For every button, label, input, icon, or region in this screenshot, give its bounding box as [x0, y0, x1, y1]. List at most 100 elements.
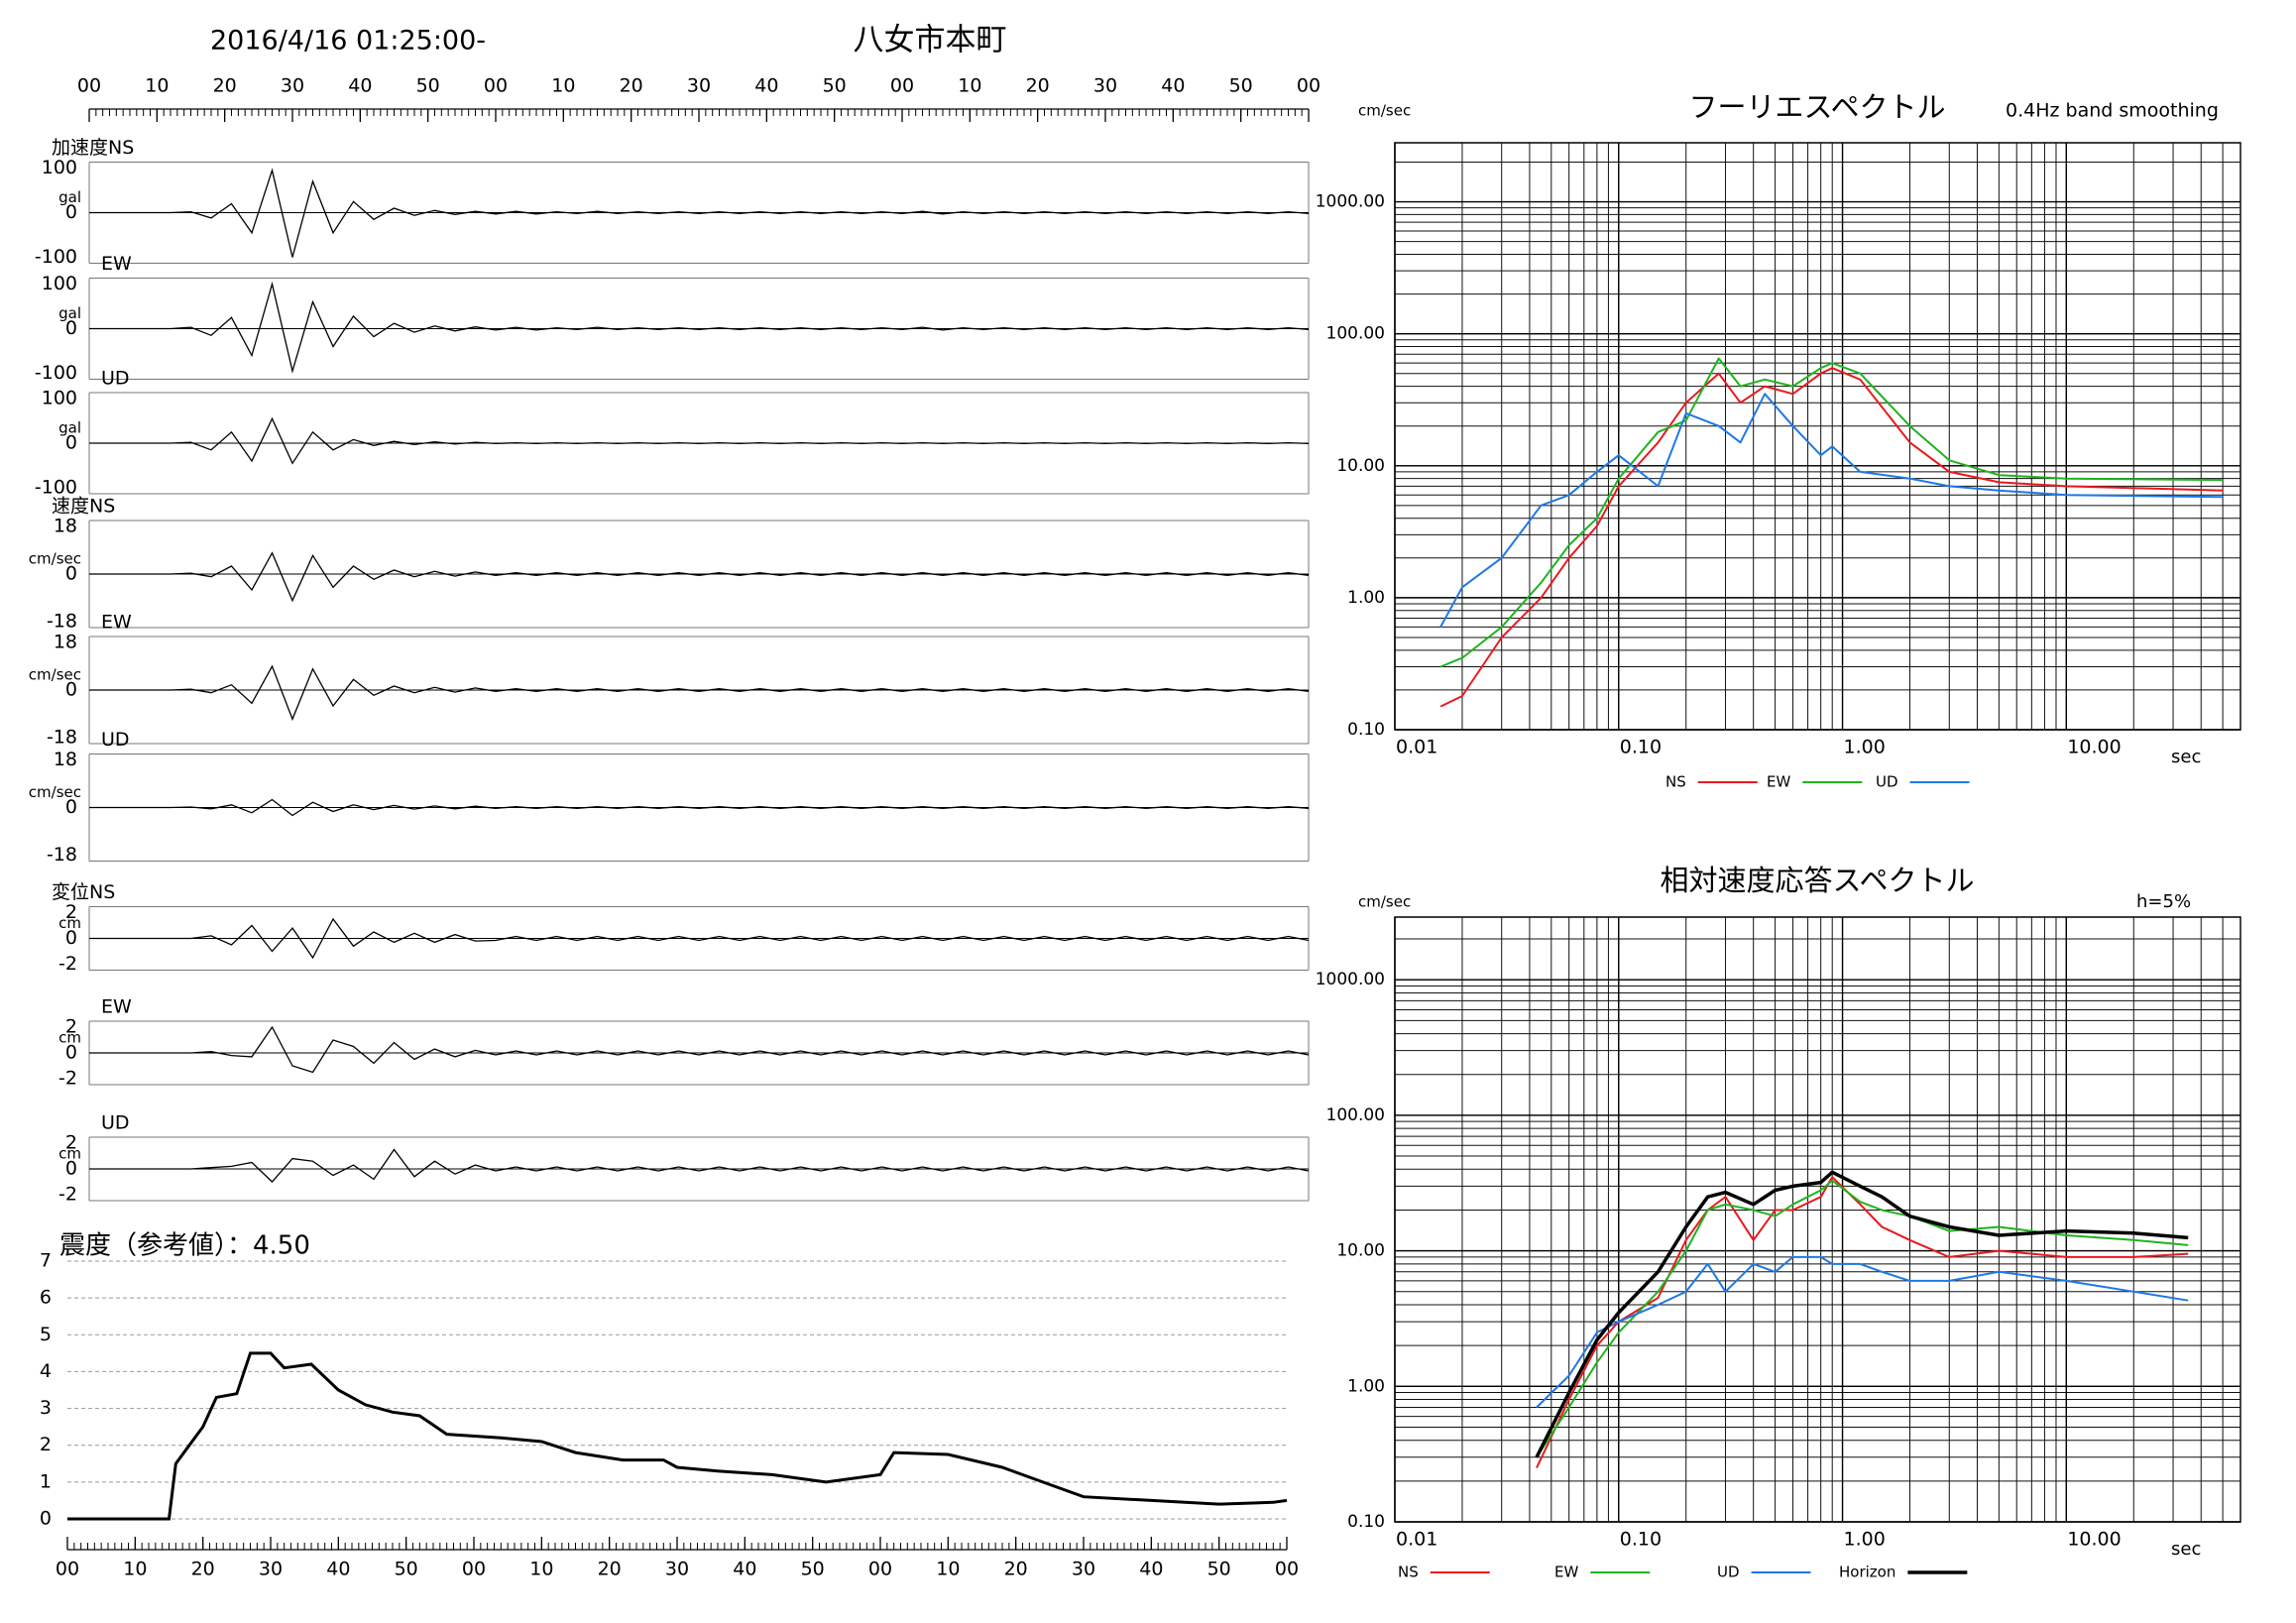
unit-label: gal — [58, 304, 81, 322]
chart-title: フーリエスペクトル — [1689, 90, 1946, 124]
y-tick-label: -2 — [58, 1068, 77, 1090]
y-tick-label: 1.00 — [1347, 1376, 1385, 1396]
x-tick-label: 10 — [145, 75, 169, 97]
y-tick-label: 0.10 — [1347, 720, 1385, 740]
panel-title: UD — [101, 1112, 130, 1134]
legend-label: UD — [1717, 1564, 1740, 1581]
x-tick-label: 10 — [936, 1559, 960, 1580]
chart-subtitle: 0.4Hz band smoothing — [2006, 100, 2219, 122]
panel-frame — [88, 1136, 1310, 1202]
spectrum-line — [1536, 1176, 2189, 1469]
x-tick-label: 30 — [665, 1559, 689, 1580]
y-tick-label: 100 — [42, 157, 77, 178]
plot-frame — [1394, 916, 2241, 1523]
y-tick-label: 2 — [40, 1434, 52, 1455]
y-tick-label: -18 — [47, 844, 77, 866]
x-tick-label: 00 — [484, 75, 508, 97]
y-axis-unit: cm/sec — [1358, 893, 1411, 911]
y-tick-label: 0 — [65, 679, 77, 701]
x-axis-label: sec — [2171, 1539, 2201, 1560]
waveform-trace — [89, 798, 1310, 817]
y-tick-label: 1 — [40, 1470, 52, 1492]
y-tick-label: 10.00 — [1336, 456, 1385, 476]
y-tick-label: 0 — [65, 317, 77, 339]
legend-label: NS — [1665, 773, 1686, 791]
legend-label: NS — [1398, 1564, 1419, 1581]
x-tick-label: 00 — [77, 75, 101, 97]
x-tick-label: 1.00 — [1844, 737, 1886, 758]
station-title: 八女市本町 — [854, 23, 1007, 58]
y-tick-label: 18 — [54, 516, 77, 537]
intensity-line — [67, 1351, 1288, 1521]
x-tick-label: 20 — [598, 1559, 622, 1580]
y-tick-label: 3 — [40, 1397, 52, 1419]
x-tick-label: 20 — [1004, 1559, 1028, 1580]
y-tick-label: 1.00 — [1347, 588, 1385, 608]
panel-frame — [88, 636, 1310, 745]
y-tick-label: 5 — [40, 1324, 52, 1345]
plot-frame — [1394, 142, 2241, 731]
spectrum-line — [1439, 367, 2224, 708]
y-tick-label: 6 — [40, 1287, 52, 1309]
waveform-trace — [89, 168, 1310, 258]
x-tick-label: 20 — [620, 75, 643, 97]
unit-label: cm — [58, 914, 81, 932]
unit-label: cm — [58, 1029, 81, 1047]
x-tick-label: 30 — [281, 75, 304, 97]
x-tick-label: 20 — [213, 75, 237, 97]
y-tick-label: 0 — [65, 1158, 77, 1180]
y-tick-label: 100 — [42, 388, 77, 409]
y-tick-label: -18 — [47, 727, 77, 749]
x-tick-label: 00 — [868, 1559, 892, 1580]
panel-frame — [88, 392, 1310, 495]
x-tick-label: 50 — [1207, 1559, 1231, 1580]
x-tick-label: 10.00 — [2067, 737, 2121, 758]
spectrum-line — [1536, 1179, 2189, 1458]
spectrum-line — [1536, 1255, 2189, 1409]
y-tick-label: -2 — [58, 1184, 77, 1206]
y-tick-label: -18 — [47, 611, 77, 633]
x-tick-label: 0.01 — [1396, 1529, 1437, 1551]
x-tick-label: 10 — [551, 75, 575, 97]
datetime: 2016/4/16 01:25:00- — [210, 26, 486, 57]
x-tick-label: 30 — [687, 75, 711, 97]
spectrum-line — [1535, 1170, 2189, 1458]
y-tick-label: 0 — [65, 201, 77, 223]
x-tick-label: 40 — [1139, 1559, 1163, 1580]
y-tick-label: 100 — [42, 273, 77, 294]
unit-label: cm — [58, 1145, 81, 1163]
x-tick-label: 20 — [191, 1559, 215, 1580]
unit-label: cm/sec — [29, 666, 81, 684]
x-tick-label: 50 — [395, 1559, 418, 1580]
panel-frame — [88, 162, 1310, 264]
legend-label: EW — [1554, 1564, 1578, 1581]
y-tick-label: 1000.00 — [1316, 970, 1385, 989]
waveform-trace — [89, 664, 1310, 722]
x-tick-label: 50 — [801, 1559, 825, 1580]
x-tick-label: 50 — [416, 75, 440, 97]
unit-label: gal — [58, 419, 81, 437]
panel-title: UD — [101, 368, 130, 390]
x-tick-label: 00 — [56, 1559, 79, 1580]
y-tick-label: 18 — [54, 632, 77, 653]
spectrum-line — [1439, 393, 2224, 628]
annotation: h=5% — [2136, 891, 2191, 912]
y-tick-label: 7 — [40, 1250, 52, 1272]
x-tick-label: 40 — [348, 75, 372, 97]
x-tick-label: 0.10 — [1620, 737, 1662, 758]
x-tick-label: 00 — [890, 75, 914, 97]
y-tick-label: 0 — [65, 563, 77, 585]
x-tick-label: 10 — [123, 1559, 147, 1580]
x-tick-label: 00 — [462, 1559, 486, 1580]
panel-title: EW — [101, 996, 132, 1018]
panel-title: UD — [101, 729, 130, 751]
legend-label: Horizon — [1839, 1564, 1895, 1581]
y-tick-label: 10.00 — [1336, 1241, 1385, 1261]
panel-frame — [88, 278, 1310, 380]
panel-frame — [88, 754, 1310, 862]
x-tick-label: 10 — [958, 75, 981, 97]
y-tick-label: -100 — [35, 362, 77, 384]
panel-title: EW — [101, 253, 132, 275]
y-tick-label: -100 — [35, 477, 77, 499]
